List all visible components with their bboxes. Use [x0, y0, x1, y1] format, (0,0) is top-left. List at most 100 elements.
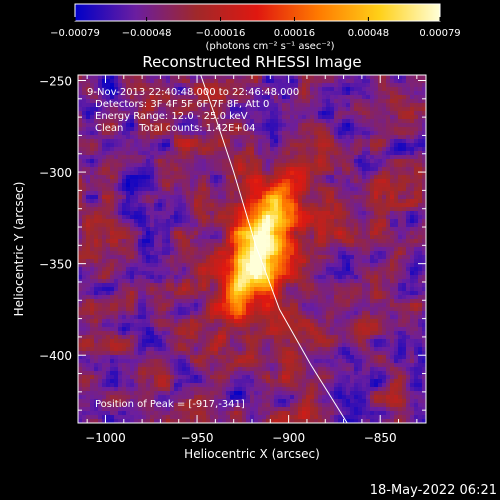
heatmap-cell — [226, 235, 230, 239]
heatmap-cell — [246, 99, 250, 103]
heatmap-cell — [318, 223, 322, 227]
heatmap-cell — [198, 203, 202, 207]
heatmap-cell — [402, 247, 406, 251]
heatmap-cell — [234, 151, 238, 155]
heatmap-cell — [302, 211, 306, 215]
heatmap-cell — [306, 159, 310, 163]
heatmap-cell — [150, 159, 154, 163]
heatmap-cell — [238, 79, 242, 83]
heatmap-cell — [190, 147, 194, 151]
heatmap-cell — [102, 207, 106, 211]
heatmap-cell — [322, 75, 326, 79]
heatmap-cell — [350, 259, 354, 263]
heatmap-cell — [386, 235, 390, 239]
heatmap-cell — [142, 275, 146, 279]
heatmap-cell — [318, 171, 322, 175]
heatmap-cell — [82, 155, 86, 159]
heatmap-cell — [114, 195, 118, 199]
heatmap-cell — [98, 223, 102, 227]
heatmap-cell — [418, 239, 422, 243]
heatmap-cell — [346, 111, 350, 115]
heatmap-cell — [386, 275, 390, 279]
heatmap-cell — [302, 83, 306, 87]
heatmap-cell — [270, 103, 274, 107]
heatmap-cell — [342, 175, 346, 179]
heatmap-cell — [126, 283, 130, 287]
heatmap-cell — [250, 167, 254, 171]
heatmap-cell — [122, 103, 126, 107]
heatmap-cell — [258, 259, 262, 263]
heatmap-cell — [262, 263, 266, 267]
heatmap-cell — [154, 279, 158, 283]
heatmap-cell — [174, 167, 178, 171]
heatmap-cell — [394, 83, 398, 87]
heatmap-cell — [106, 123, 110, 127]
heatmap-cell — [86, 255, 90, 259]
heatmap-cell — [190, 87, 194, 91]
heatmap-cell — [402, 119, 406, 123]
heatmap-cell — [94, 203, 98, 207]
heatmap-cell — [158, 131, 162, 135]
heatmap-cell — [198, 255, 202, 259]
heatmap-cell — [330, 163, 334, 167]
heatmap-cell — [158, 295, 162, 299]
heatmap-cell — [222, 283, 226, 287]
heatmap-cell — [130, 147, 134, 151]
heatmap-cell — [266, 143, 270, 147]
heatmap-cell — [418, 179, 422, 183]
heatmap-cell — [370, 139, 374, 143]
heatmap-cell — [246, 75, 250, 79]
heatmap-cell — [234, 111, 238, 115]
heatmap-cell — [394, 159, 398, 163]
heatmap-cell — [402, 163, 406, 167]
heatmap-cell — [134, 291, 138, 295]
heatmap-cell — [314, 123, 318, 127]
heatmap-cell — [182, 255, 186, 259]
heatmap-cell — [278, 259, 282, 263]
heatmap-cell — [338, 259, 342, 263]
heatmap-cell — [138, 259, 142, 263]
heatmap-cell — [218, 223, 222, 227]
colorbar-ticks: −0.00079 −0.00048 −0.00016 0.00016 0.00048 0.… — [50, 17, 461, 39]
heatmap-cell — [202, 111, 206, 115]
heatmap-cell — [182, 259, 186, 263]
heatmap-cell — [166, 215, 170, 219]
heatmap-cell — [126, 195, 130, 199]
heatmap-cell — [178, 267, 182, 271]
heatmap-cell — [330, 223, 334, 227]
heatmap-cell — [190, 99, 194, 103]
heatmap-cell — [246, 263, 250, 267]
heatmap-cell — [254, 195, 258, 199]
heatmap-cell — [234, 191, 238, 195]
heatmap-cell — [270, 195, 274, 199]
heatmap-cell — [262, 139, 266, 143]
heatmap-cell — [194, 123, 198, 127]
heatmap-cell — [414, 287, 418, 291]
heatmap-cell — [90, 131, 94, 135]
heatmap-cell — [242, 115, 246, 119]
heatmap-cell — [334, 87, 338, 91]
heatmap-cell — [334, 247, 338, 251]
heatmap-cell — [102, 247, 106, 251]
heatmap-cell — [398, 267, 402, 271]
heatmap-cell — [406, 87, 410, 91]
heatmap-cell — [86, 159, 90, 163]
heatmap-cell — [230, 75, 234, 79]
heatmap-cell — [310, 143, 314, 147]
heatmap-cell — [166, 191, 170, 195]
heatmap-cell — [318, 191, 322, 195]
heatmap-cell — [418, 147, 422, 151]
heatmap-cell — [142, 187, 146, 191]
heatmap-cell — [326, 191, 330, 195]
heatmap-cell — [398, 119, 402, 123]
heatmap-cell — [330, 239, 334, 243]
heatmap-cell — [282, 163, 286, 167]
heatmap-cell — [366, 115, 370, 119]
heatmap-cell — [406, 187, 410, 191]
heatmap-cell — [386, 79, 390, 83]
heatmap-cell — [154, 211, 158, 215]
heatmap-cell — [398, 219, 402, 223]
heatmap-cell — [138, 231, 142, 235]
heatmap-cell — [78, 279, 82, 283]
heatmap-cell — [374, 291, 378, 295]
